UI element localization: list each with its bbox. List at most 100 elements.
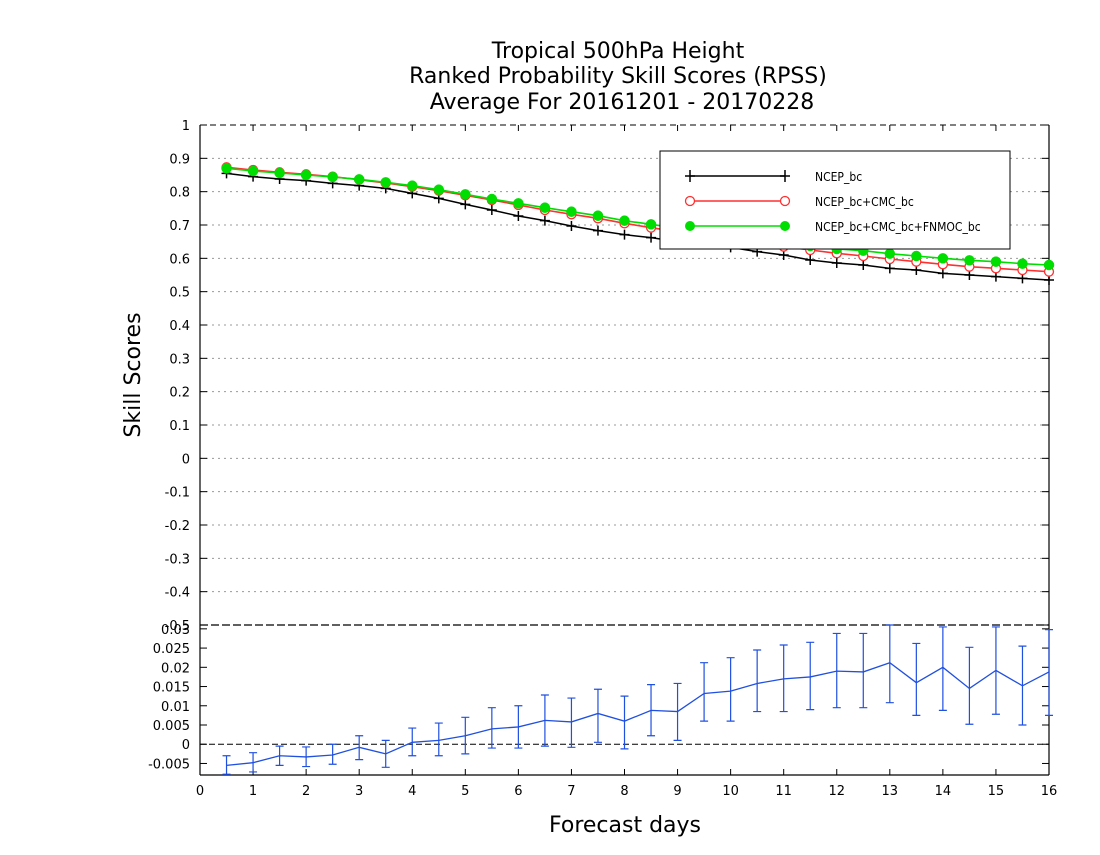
legend-marker [780,221,790,231]
legend-marker [684,195,696,207]
error-bar [806,641,815,711]
x-tick-label: 6 [514,784,522,799]
chart-title-line-3: Average For 20161201 - 20170228 [430,90,815,115]
y-tick-label: 0.01 [161,700,190,715]
error-bar [328,743,337,765]
y-tick-label: 0.9 [169,152,190,167]
x-tick-label: 1 [249,784,257,799]
data-point [566,206,577,217]
x-tick-label: 12 [828,784,845,799]
data-point [221,163,232,174]
data-point [619,215,630,226]
data-point [486,205,497,215]
y-tick-label: 0.03 [161,623,190,638]
error-bar [938,626,947,711]
y-axis-label: Skill Scores [121,312,146,437]
y-tick-label: 0.4 [169,319,190,334]
error-bar [859,632,868,709]
data-point [433,184,445,195]
y-tick-label: 0 [182,738,190,753]
data-point [937,268,948,279]
chart-title-line-2: Ranked Probability Skill Scores (RPSS) [409,64,827,89]
data-point [964,255,975,266]
error-bar [620,695,629,750]
x-tick-label: 11 [775,784,792,799]
x-axis-label: Forecast days [549,813,701,838]
data-point [937,253,949,264]
difference-line [226,661,1050,767]
data-point [1043,259,1055,271]
data-point [353,174,365,185]
y-tick-label: -0.2 [165,519,190,534]
legend-label: NCEP_bc+CMC_bc+FNMOC_bc [815,220,981,234]
data-point [274,167,285,179]
y-tick-label: 1 [182,119,190,134]
error-bar [726,657,735,722]
data-point [460,189,471,200]
y-tick-label: 0.6 [169,252,190,267]
error-bar [912,642,921,716]
data-point [380,177,391,188]
legend-marker [779,195,791,207]
y-tick-label: 0.5 [169,286,190,301]
y-tick-label: -0.4 [165,586,190,601]
x-tick-label: 13 [882,784,899,799]
x-tick-label: 0 [196,784,204,799]
x-tick-label: 14 [935,784,952,799]
data-point [486,193,498,205]
legend-marker [685,170,695,182]
x-tick-label: 4 [408,784,416,799]
data-point [592,225,603,236]
error-bar [434,722,443,757]
data-point [1017,258,1028,269]
x-tick-label: 7 [567,784,575,799]
x-tick-label: 2 [302,784,310,799]
data-point [247,165,259,177]
legend-marker [685,221,695,231]
data-point [300,169,312,181]
data-point [831,258,842,268]
chart-title-line-1: Tropical 500hPa Height [491,39,745,64]
data-point [513,198,524,209]
data-point [539,215,550,226]
data-point [327,171,338,183]
y-tick-label: 0.8 [169,186,190,201]
data-point [619,229,630,240]
series-NCEP_bc [221,168,1054,285]
legend: NCEP_bc NCEP_bc+CMC_bc NCEP_bc+CMC_bc+FNMO… [659,150,1011,250]
error-bar [700,662,709,722]
y-tick-label: -0.1 [165,486,190,501]
error-bar [593,688,602,743]
x-tick-label: 3 [355,784,363,799]
y-tick-label: 0.025 [153,642,190,657]
error-bar [487,707,496,749]
data-point [592,210,604,221]
legend-label: NCEP_bc [815,170,862,184]
data-point [990,256,1002,267]
data-point [646,232,657,243]
error-bar [567,697,576,748]
data-point [460,199,471,210]
x-tick-label: 9 [673,784,681,799]
data-point [805,255,816,265]
y-tick-label: 0 [182,452,190,467]
data-point [407,180,418,191]
data-point [911,250,922,262]
y-tick-label: 0.1 [169,419,190,434]
y-tick-label: -0.3 [165,552,190,567]
error-bar [965,646,974,725]
data-point [539,202,551,213]
y-tick-label: 0.02 [161,661,190,676]
data-point [884,248,896,259]
skill-score-panel: 1 0.9 0.8 0.7 0.6 0.5 0.4 0.3 0.2 0.1 0 -0.1 -0.2 -0.… [165,119,1055,634]
x-tick-label: 5 [461,784,469,799]
y-tick-label: 0.015 [153,681,190,696]
y-tick-label: 0.3 [169,352,190,367]
y-tick-label: 0.2 [169,386,190,401]
legend-box [659,150,1011,250]
y-tick-label: -0.005 [148,757,190,772]
legend-label: NCEP_bc+CMC_bc [815,195,914,209]
